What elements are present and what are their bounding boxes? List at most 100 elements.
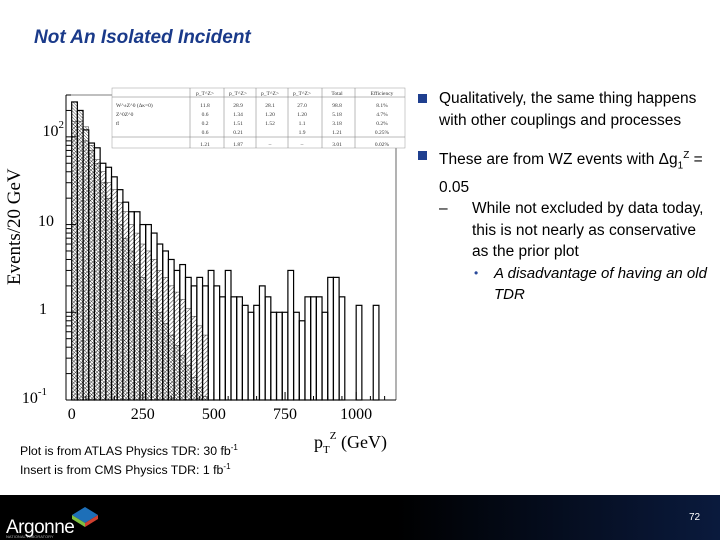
histogram-bin-s1 [128,250,135,401]
insert-table-cell: 0.25% [375,130,390,136]
histogram-bin-s2 [258,285,266,401]
y-tick-label: 10 [38,213,54,230]
footnote-line: Insert is from CMS Physics TDR: 1 fb-1 [20,462,231,478]
histogram-bin-s1 [94,163,101,401]
bullet-text: Qualitatively, the same thing happens wi… [439,90,697,129]
dot-bullet-icon: • [474,265,479,280]
histogram-bin-s2 [372,304,380,401]
insert-table-cell: 5.18 [332,112,342,118]
insert-table-cell: 1.21 [200,142,210,148]
delta-symbol: Δ [658,151,670,169]
insert-table-cell: 0.6 [202,130,209,136]
dash-bullet-icon: – [439,200,448,218]
insert-table-cell: 0.2 [202,121,209,127]
histogram-bin-s2 [224,269,232,401]
insert-table-cell: – [268,142,272,148]
histogram-bin-s2 [338,296,346,401]
histogram-bin-s2 [310,296,317,401]
x-tick-label: 0 [68,406,76,423]
insert-table-cell: 98.8 [332,103,342,109]
histogram-bin-s2 [315,296,323,401]
bullet-text-prefix: These are from WZ events with [439,151,659,169]
histogram-bin-s2 [292,311,300,401]
sub-sub-bullet-item: • A disadvantage of having an old TDR [472,263,708,306]
histogram-bin-s1 [190,377,198,401]
histogram-bin-s2 [236,296,243,401]
histogram-bin-s1 [99,182,107,401]
histogram-bin-s1 [111,211,118,401]
histogram-bin-s1 [173,345,180,401]
insert-table-cell: – [300,142,304,148]
insert-table-cell: 0.21 [233,130,243,136]
histogram-bin-s2 [298,320,306,401]
histogram-bin-s1 [168,334,175,401]
insert-table-cell: tt̄ [116,120,120,127]
source-footnote: Plot is from ATLAS Physics TDR: 30 fb-1 … [20,440,238,478]
insert-table-cell: 8.1% [376,103,388,109]
insert-table-header: Total [331,91,343,97]
insert-table-cell: 1.9 [299,130,306,136]
histogram-bin-s1 [145,289,152,401]
bullet-list: Qualitatively, the same thing happens wi… [418,88,708,306]
histogram-bin-s2 [241,304,249,401]
insert-table-cell: 4.7% [376,112,388,118]
histogram-bin-s1 [162,323,169,401]
argonne-logo-text: Argonne [6,517,75,538]
histogram-bin-s1 [82,126,89,401]
histogram-bin-s2 [264,296,272,401]
sub-bullet-text: While not excluded by data today, this i… [472,200,704,261]
argonne-logo-icon [72,507,98,527]
x-tick-label: 1000 [340,406,372,423]
insert-table-cell: 3.01 [332,142,342,148]
histogram-bin-s2 [281,311,289,401]
histogram-bin-s1 [117,224,124,401]
bullet-text-suffix: = 0.05 [439,151,703,196]
histogram-bin-s2 [213,285,221,401]
bullet-item: These are from WZ events with Δg1Z = 0.0… [418,145,708,198]
histogram-bin-s0 [202,334,209,401]
square-bullet-icon [418,94,427,103]
insert-table-header: p_T^Z> [196,91,214,97]
insert-table-cell: 27.0 [297,103,307,109]
insert-table-cell: 11.8 [200,103,210,109]
insert-table-cell: 28.1 [265,103,275,109]
histogram-bin-s2 [253,304,261,401]
insert-table-cell: 28.9 [233,103,243,109]
insert-table-cell: Z^0Z^0 [116,112,134,118]
histogram-bin-s2 [275,311,283,401]
coupling-subscript: 1 [677,160,684,172]
histogram-bin-s1 [88,145,95,401]
tick-layer [66,94,386,401]
insert-table-text: p_T^Z> p_T^Z> p_T^Z> p_T^Z> Total Efficiency W… [116,90,394,148]
bullet-item: Qualitatively, the same thing happens wi… [418,88,708,131]
sub-sub-bullet-text: A disadvantage of having an old TDR [494,264,707,304]
y-tick-label: 1 [39,301,47,318]
histogram-bin-s2 [304,296,312,401]
histogram-bin-s2 [219,296,226,401]
insert-table-cell: 1.51 [233,121,243,127]
insert-table-cell: W^±Z^0 (Δκ=0) [116,102,153,109]
histogram-bin-s2 [270,311,278,401]
histogram-bin-s2 [321,311,329,401]
page-number: 72 [689,512,701,523]
footer-bar [0,495,720,540]
insert-table-cell: 1.20 [297,112,307,118]
insert-table-cell: 1.34 [233,112,243,118]
insert-table-cell: 0.02% [375,142,390,148]
footnote-line: Plot is from ATLAS Physics TDR: 30 fb-1 [20,443,238,459]
insert-table-header: p_T^Z> [229,91,247,97]
insert-table-cell: 1.20 [265,112,275,118]
histogram-bin-s1 [185,364,192,401]
histogram-bin-s1 [77,110,84,401]
histogram-bin-s2 [207,269,215,401]
insert-table-cell: 3.18 [332,121,342,127]
insert-table-cell: 0.6 [202,112,209,118]
x-tick-label: 250 [131,406,155,423]
sub-bullet-item: – While not excluded by data today, this… [439,198,708,263]
histogram-bin-s2 [247,311,255,401]
histogram-bin-s2 [332,276,340,401]
histogram-layer [71,101,380,401]
histogram-bin-s1 [156,312,163,401]
insert-table-frame [111,87,406,149]
square-bullet-icon [418,151,427,160]
